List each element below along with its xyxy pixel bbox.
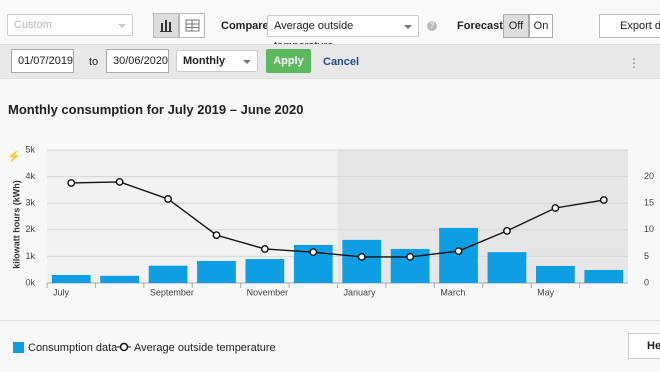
- bar: [148, 265, 188, 283]
- to-label: to: [89, 56, 99, 68]
- x-tick-label: September: [150, 287, 194, 297]
- bar-icon: [160, 20, 172, 32]
- help-icon[interactable]: ?: [427, 21, 437, 31]
- to-input[interactable]: 30/06/2020: [106, 49, 169, 73]
- from-input[interactable]: 01/07/2019: [11, 49, 74, 73]
- temperature-point: [164, 195, 172, 203]
- temperature-line: [71, 181, 604, 258]
- legend-swatch-line: [117, 342, 131, 352]
- apply-button[interactable]: Apply: [266, 49, 311, 73]
- y-tick-label: 2k: [25, 224, 35, 234]
- period-select[interactable]: Custom: [7, 14, 133, 36]
- temperature-point: [406, 253, 415, 261]
- x-tick-label: January: [344, 287, 377, 297]
- interval-text: Monthly: [183, 55, 226, 67]
- temperature-point: [260, 245, 269, 253]
- period-text: Custom: [14, 19, 52, 31]
- forecast-on[interactable]: On: [529, 14, 553, 38]
- bar: [100, 275, 139, 283]
- temperature-point: [599, 196, 608, 204]
- forecast-label: Forecast: [457, 20, 503, 32]
- cancel-button[interactable]: Cancel: [323, 56, 360, 68]
- y2-tick-label: 0: [644, 277, 649, 287]
- y-tick-label: 3k: [25, 198, 35, 208]
- x-tick-label: November: [247, 287, 289, 297]
- x-tick-label: July: [53, 287, 70, 297]
- chart: 0k 1k 2k 3k 4k 5k 0 5 10 15 20 kilowatt hours (kWh)…: [7, 144, 654, 297]
- y2-tick-label: 20: [644, 171, 654, 181]
- bar: [439, 227, 478, 283]
- y-axis-title: kilowatt hours (kWh): [11, 180, 21, 269]
- temperature-point: [212, 231, 221, 240]
- help-button[interactable]: Help: [628, 333, 660, 359]
- legend-swatch-bar: [13, 342, 24, 353]
- divider: [0, 320, 660, 321]
- export-button[interactable]: Export data: [599, 14, 660, 38]
- temperature-point: [357, 253, 366, 261]
- temperature-point: [454, 247, 463, 255]
- table-icon: [185, 19, 200, 32]
- y-tick-label: 4k: [25, 171, 35, 181]
- help-text: Help: [647, 340, 660, 352]
- y-tick-label: 5k: [25, 144, 35, 154]
- bar: [51, 275, 91, 283]
- chart-title: Monthly consumption for July 2019 – June…: [8, 102, 304, 117]
- compare-select[interactable]: Average outside temperature: [267, 15, 419, 52]
- temperature-point: [309, 248, 318, 257]
- legend-label[interactable]: Consumption data: [28, 342, 118, 354]
- bar: [342, 239, 382, 283]
- temperature-point: [115, 178, 124, 186]
- lightning-icon: ⚡: [7, 150, 21, 163]
- more-button[interactable]: ⋮: [628, 56, 640, 70]
- legend-label[interactable]: Average outside temperature: [134, 342, 276, 354]
- y-tick-label: 0k: [25, 277, 35, 287]
- compare-label: Compare: [221, 20, 269, 32]
- temperature-point: [503, 226, 511, 235]
- export-text: Export data: [620, 20, 660, 32]
- x-tick-label: May: [537, 287, 555, 297]
- y2-tick-label: 5: [644, 251, 649, 261]
- interval-select[interactable]: Monthly: [176, 50, 258, 72]
- bar: [584, 269, 624, 283]
- bar: [245, 259, 285, 283]
- y2-tick-label: 15: [644, 198, 654, 208]
- bar: [197, 260, 236, 283]
- y2-tick-label: 10: [644, 224, 654, 234]
- bar: [487, 252, 527, 283]
- table-view-button[interactable]: [179, 13, 205, 38]
- temperature-point: [551, 204, 560, 212]
- bar: [536, 265, 575, 283]
- forecast-off[interactable]: Off: [503, 14, 529, 38]
- y-tick-label: 1k: [25, 251, 35, 261]
- x-tick-label: March: [440, 287, 465, 297]
- temperature-point: [67, 179, 76, 187]
- chart-view-button[interactable]: [153, 13, 179, 38]
- plot-shade: [337, 150, 628, 283]
